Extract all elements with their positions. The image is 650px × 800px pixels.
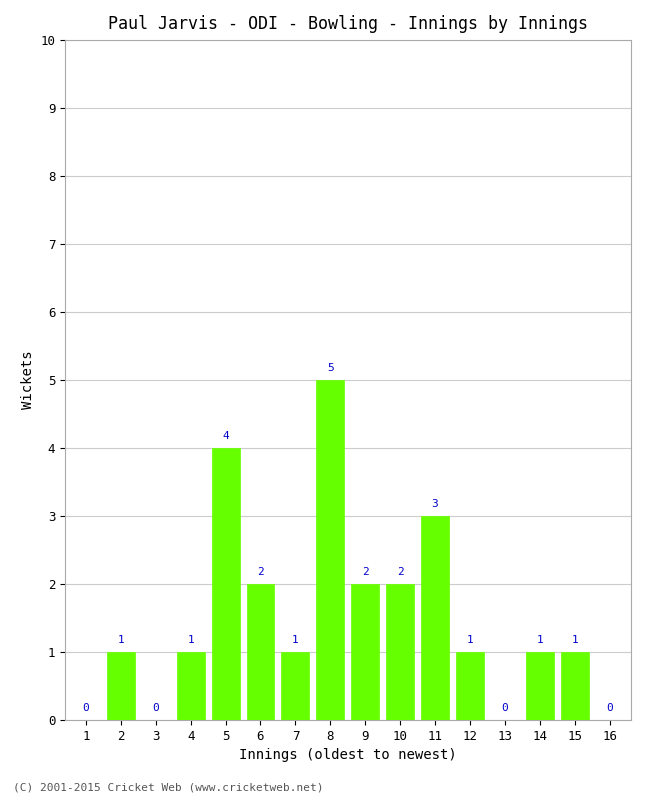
Bar <box>561 652 589 720</box>
X-axis label: Innings (oldest to newest): Innings (oldest to newest) <box>239 748 456 762</box>
Text: 0: 0 <box>501 703 508 714</box>
Bar <box>246 584 274 720</box>
Text: 2: 2 <box>362 567 369 578</box>
Text: 1: 1 <box>571 635 578 645</box>
Text: (C) 2001-2015 Cricket Web (www.cricketweb.net): (C) 2001-2015 Cricket Web (www.cricketwe… <box>13 782 324 792</box>
Bar <box>386 584 414 720</box>
Text: 1: 1 <box>467 635 473 645</box>
Text: 0: 0 <box>606 703 613 714</box>
Bar <box>317 380 345 720</box>
Bar <box>281 652 309 720</box>
Bar <box>526 652 554 720</box>
Text: 5: 5 <box>327 363 333 373</box>
Bar <box>351 584 379 720</box>
Text: 1: 1 <box>292 635 299 645</box>
Bar <box>421 516 449 720</box>
Text: 1: 1 <box>118 635 124 645</box>
Text: 2: 2 <box>396 567 404 578</box>
Title: Paul Jarvis - ODI - Bowling - Innings by Innings: Paul Jarvis - ODI - Bowling - Innings by… <box>108 15 588 33</box>
Bar <box>212 448 240 720</box>
Text: 0: 0 <box>83 703 89 714</box>
Bar <box>177 652 205 720</box>
Y-axis label: Wickets: Wickets <box>21 350 34 410</box>
Text: 0: 0 <box>152 703 159 714</box>
Text: 3: 3 <box>432 499 438 509</box>
Bar <box>107 652 135 720</box>
Text: 1: 1 <box>536 635 543 645</box>
Text: 1: 1 <box>187 635 194 645</box>
Text: 4: 4 <box>222 431 229 442</box>
Bar <box>456 652 484 720</box>
Text: 2: 2 <box>257 567 264 578</box>
